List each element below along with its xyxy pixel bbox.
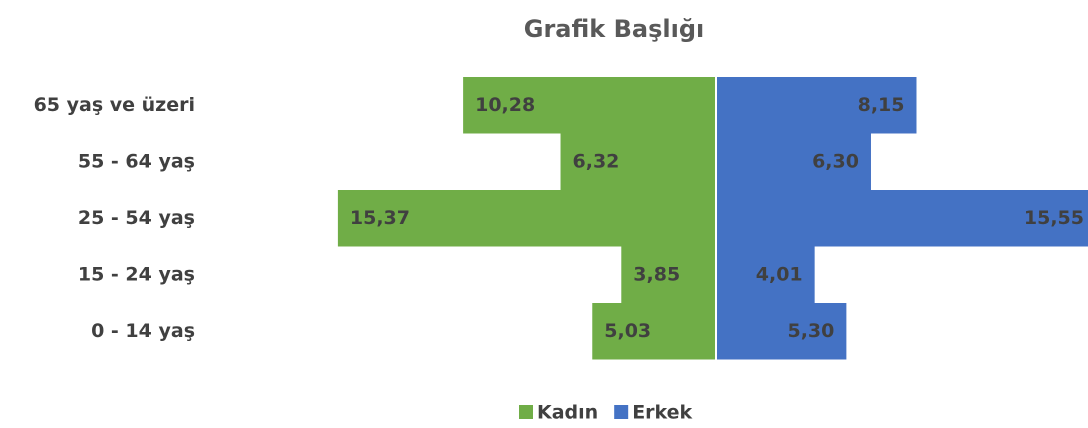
category-label: 0 - 14 yaş xyxy=(91,320,195,342)
bar xyxy=(337,190,716,247)
bar xyxy=(716,133,871,190)
category-label: 15 - 24 yaş xyxy=(78,263,195,285)
category-label: 25 - 54 yaş xyxy=(78,207,195,229)
bar xyxy=(463,77,716,134)
data-label: 3,85 xyxy=(633,263,680,285)
data-label: 6,30 xyxy=(812,150,859,172)
bar xyxy=(716,77,917,134)
data-label: 4,01 xyxy=(756,263,803,285)
legend-swatch xyxy=(519,405,533,419)
category-label: 65 yaş ve üzeri xyxy=(34,94,195,116)
chart-title: Grafik Başlığı xyxy=(524,15,704,43)
bar xyxy=(716,190,1088,247)
legend-swatch xyxy=(614,405,629,419)
bar xyxy=(716,303,847,360)
bar xyxy=(592,303,716,360)
data-label: 6,32 xyxy=(573,150,620,172)
bar xyxy=(560,133,716,190)
data-label: 8,15 xyxy=(858,94,905,116)
data-label: 15,37 xyxy=(350,207,410,229)
data-label: 15,55 xyxy=(1024,207,1084,229)
bar xyxy=(716,246,815,303)
data-label: 10,28 xyxy=(475,94,535,116)
legend-label: Kadın xyxy=(537,402,598,424)
category-label: 55 - 64 yaş xyxy=(78,150,195,172)
legend-label: Erkek xyxy=(632,402,692,424)
bar xyxy=(621,246,716,303)
data-label: 5,30 xyxy=(787,320,834,342)
data-label: 5,03 xyxy=(604,320,651,342)
